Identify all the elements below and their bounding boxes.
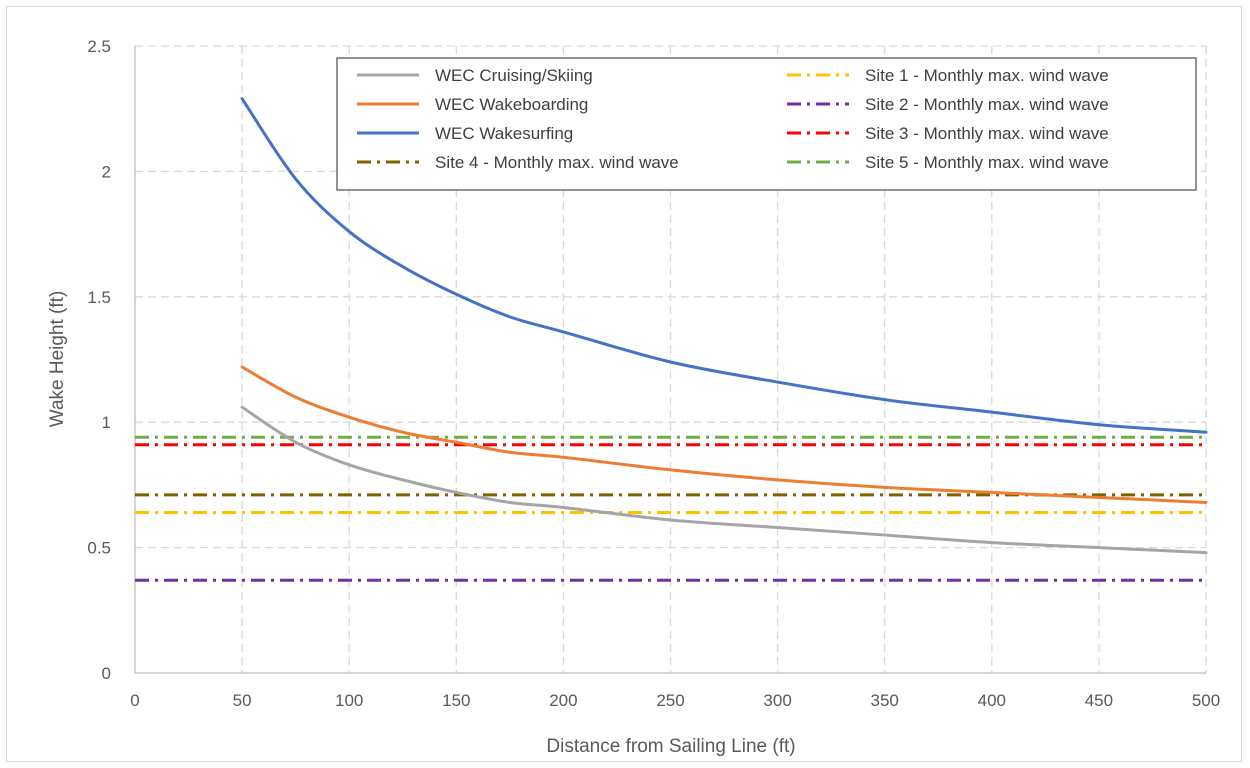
legend-box <box>336 57 1197 191</box>
legend-item: Site 3 - Monthly max. wind wave <box>787 124 1109 143</box>
x-axis-title: Distance from Sailing Line (ft) <box>546 736 795 757</box>
legend-label: WEC Wakesurfing <box>435 124 573 143</box>
legend-item: Site 1 - Monthly max. wind wave <box>787 66 1109 85</box>
y-tick-label: 0.5 <box>87 539 111 558</box>
x-tick-label: 200 <box>549 691 577 710</box>
legend-label: Site 1 - Monthly max. wind wave <box>865 66 1109 85</box>
series-line-wec-wakesurfing <box>240 97 1208 434</box>
x-tick-label: 0 <box>130 691 139 710</box>
x-tick-label: 150 <box>442 691 470 710</box>
series-line-wec-cruising-skiing <box>240 405 1208 555</box>
y-tick-label: 1 <box>102 413 111 432</box>
tick-labels: 0 50 100 150 200 250 300 350 400 450 500 0 0.5 1 1.5 2 2… <box>87 37 1220 710</box>
y-axis-title: Wake Height (ft) <box>47 291 68 428</box>
y-tick-label: 2.5 <box>87 37 111 56</box>
legend-item: WEC Wakeboarding <box>357 95 588 114</box>
y-tick-label: 2 <box>102 162 111 181</box>
series-lines <box>135 97 1208 582</box>
x-tick-label: 500 <box>1192 691 1220 710</box>
legend: WEC Cruising/Skiing Site 1 - Monthly max.… <box>336 57 1197 191</box>
legend-label: WEC Cruising/Skiing <box>435 66 593 85</box>
legend-label: Site 3 - Monthly max. wind wave <box>865 124 1109 143</box>
x-tick-label: 100 <box>335 691 363 710</box>
x-tick-label: 350 <box>871 691 899 710</box>
x-tick-label: 50 <box>233 691 252 710</box>
legend-item: WEC Cruising/Skiing <box>357 66 593 85</box>
axes <box>134 46 1206 674</box>
legend-label: Site 5 - Monthly max. wind wave <box>865 153 1109 172</box>
legend-item: Site 4 - Monthly max. wind wave <box>357 153 679 172</box>
x-tick-label: 450 <box>1085 691 1113 710</box>
legend-item: WEC Wakesurfing <box>357 124 573 143</box>
y-tick-label: 0 <box>102 664 111 683</box>
legend-item: Site 2 - Monthly max. wind wave <box>787 95 1109 114</box>
legend-label: Site 2 - Monthly max. wind wave <box>865 95 1109 114</box>
legend-label: WEC Wakeboarding <box>435 95 588 114</box>
legend-label: Site 4 - Monthly max. wind wave <box>435 153 679 172</box>
x-tick-label: 400 <box>978 691 1006 710</box>
y-tick-label: 1.5 <box>87 288 111 307</box>
series-line-wec-wakeboarding <box>240 365 1208 504</box>
legend-item: Site 5 - Monthly max. wind wave <box>787 153 1109 172</box>
x-tick-label: 250 <box>656 691 684 710</box>
x-tick-label: 300 <box>763 691 791 710</box>
